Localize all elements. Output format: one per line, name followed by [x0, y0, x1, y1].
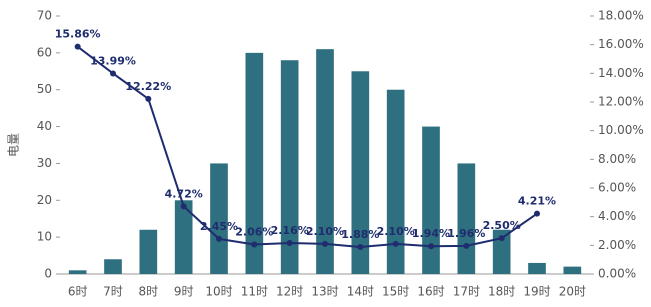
x-tick-label: 7时 — [103, 285, 123, 299]
value-label: 1.96% — [447, 227, 485, 240]
x-tick-label: 14时 — [347, 285, 374, 299]
point — [393, 241, 399, 247]
page: 电量 0 10 20 30 40 50 60 70 0.00% 2.00% 4.00% 6.00% 8.… — [0, 0, 651, 307]
bar — [564, 267, 582, 274]
chart: 电量 0 10 20 30 40 50 60 70 0.00% 2.00% 4.00% 6.00% 8.… — [0, 0, 651, 307]
point — [145, 96, 151, 102]
value-label: 2.50% — [483, 219, 521, 232]
point — [357, 244, 363, 250]
bar — [69, 270, 87, 274]
y2-tick-label: 18.00% — [598, 9, 644, 23]
point — [322, 241, 328, 247]
value-label: 1.88% — [341, 228, 379, 241]
point — [428, 243, 434, 249]
x-tick-label: 12时 — [276, 285, 303, 299]
y2-tick-label: 8.00% — [598, 152, 636, 166]
x-tick-label: 11时 — [241, 285, 268, 299]
y-tick-label: 10 — [37, 230, 52, 244]
y-tick-label: 60 — [37, 45, 52, 59]
value-label: 12.22% — [125, 80, 171, 93]
y2-tick-label: 6.00% — [598, 181, 636, 195]
y2-tick-label: 0.00% — [598, 267, 636, 281]
bar — [458, 163, 476, 274]
x-tick-label: 15时 — [382, 285, 409, 299]
x-tick-label: 6时 — [68, 285, 88, 299]
x-tick-label: 20时 — [559, 285, 586, 299]
point — [534, 211, 540, 217]
bar — [246, 53, 264, 274]
y-tick-label: 0 — [44, 267, 52, 281]
y-tick-label: 30 — [37, 156, 52, 170]
y-tick-label: 40 — [37, 119, 52, 133]
value-label: 2.45% — [200, 220, 238, 233]
value-label: 2.06% — [235, 225, 273, 238]
bar — [316, 49, 334, 274]
value-label: 1.94% — [412, 227, 450, 240]
bar — [352, 71, 370, 274]
value-label: 4.21% — [518, 195, 556, 208]
y-tick-label: 70 — [37, 9, 52, 23]
x-tick-label: 18时 — [488, 285, 515, 299]
point — [287, 240, 293, 246]
y2-tick-label: 2.00% — [598, 238, 636, 252]
bar — [210, 163, 228, 274]
x-tick-label: 17时 — [453, 285, 480, 299]
value-label: 2.10% — [306, 225, 344, 238]
bar — [528, 263, 546, 274]
y-tick-label: 50 — [37, 82, 52, 96]
point — [499, 235, 505, 241]
point — [110, 70, 116, 76]
bar — [104, 259, 122, 274]
point — [251, 241, 257, 247]
value-label: 4.72% — [165, 187, 203, 200]
value-label: 2.16% — [271, 224, 309, 237]
point — [75, 44, 81, 50]
bar — [140, 230, 158, 274]
x-tick-label: 9时 — [174, 285, 194, 299]
point — [216, 236, 222, 242]
y-tick-label: 20 — [37, 193, 52, 207]
y-axis-title: 电量 — [7, 133, 21, 157]
x-tick-label: 13时 — [311, 285, 338, 299]
y2-tick-label: 10.00% — [598, 123, 644, 137]
x-tick-label: 10时 — [205, 285, 232, 299]
y2-tick-label: 12.00% — [598, 95, 644, 109]
y2-tick-label: 4.00% — [598, 209, 636, 223]
point — [463, 243, 469, 249]
y2-tick-label: 16.00% — [598, 37, 644, 51]
x-tick-label: 8时 — [139, 285, 159, 299]
value-label: 2.10% — [377, 225, 415, 238]
point — [181, 203, 187, 209]
x-tick-label: 16时 — [417, 285, 444, 299]
value-label: 13.99% — [90, 54, 136, 67]
y2-tick-label: 14.00% — [598, 66, 644, 80]
x-tick-label: 19时 — [523, 285, 550, 299]
value-label: 15.86% — [55, 28, 101, 41]
bar — [422, 127, 440, 274]
